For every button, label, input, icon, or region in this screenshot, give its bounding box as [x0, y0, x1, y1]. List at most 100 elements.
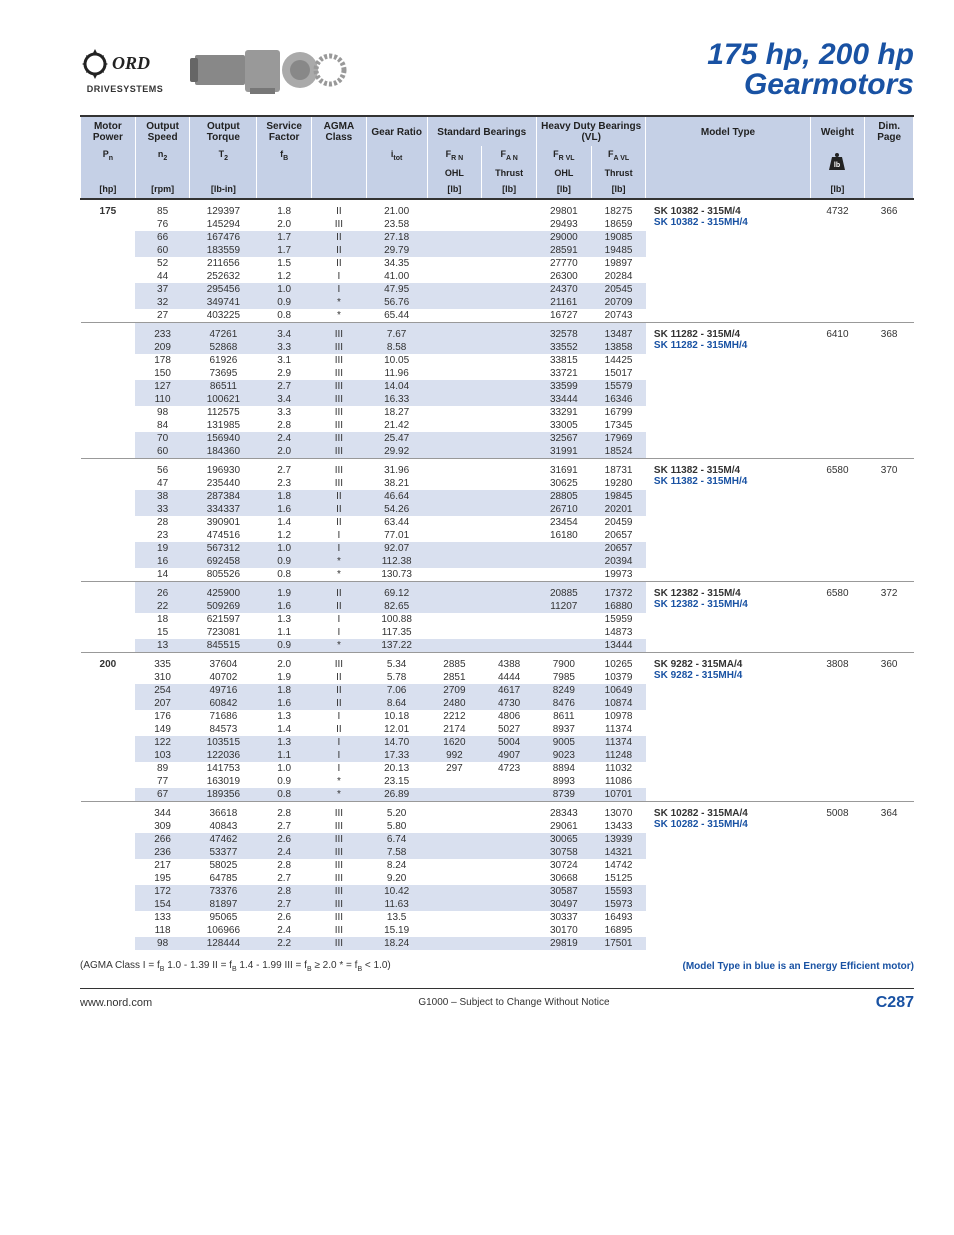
cell-fb: 1.8 — [257, 684, 312, 697]
cell-fb: 2.0 — [257, 445, 312, 459]
cell-frvl: 30587 — [536, 885, 591, 898]
cell-i: 82.65 — [366, 600, 427, 613]
cell-n2: 195 — [135, 872, 190, 885]
cell-n2: 26 — [135, 581, 190, 600]
cell-fb: 2.8 — [257, 885, 312, 898]
cell-n2: 254 — [135, 684, 190, 697]
cell-n2: 172 — [135, 885, 190, 898]
model-cell: SK 10282 - 315MA/4SK 10282 - 315MH/4 — [646, 801, 810, 950]
cell-frvl: 32578 — [536, 322, 591, 341]
cell-agma: III — [312, 924, 367, 937]
cell-fb: 1.7 — [257, 231, 312, 244]
cell-agma: III — [312, 380, 367, 393]
cell-n2: 335 — [135, 652, 190, 671]
cell-fb: 2.7 — [257, 872, 312, 885]
cell-i: 13.5 — [366, 911, 427, 924]
cell-favl: 13487 — [591, 322, 646, 341]
unit-lb5: [lb] — [810, 181, 865, 199]
cell-favl: 10978 — [591, 710, 646, 723]
cell-fan — [482, 555, 537, 568]
hdr-service-factor: Service Factor — [257, 116, 312, 146]
cell-fan — [482, 503, 537, 516]
cell-fan — [482, 257, 537, 270]
cell-n2: 33 — [135, 503, 190, 516]
weight-cell: 4732 — [810, 199, 865, 323]
cell-favl: 14742 — [591, 859, 646, 872]
hdr-pn: Pn — [81, 146, 136, 165]
cell-frn — [427, 458, 482, 477]
cell-t2: 84573 — [190, 723, 257, 736]
cell-frn — [427, 322, 482, 341]
cell-favl: 18275 — [591, 199, 646, 218]
cell-n2: 19 — [135, 542, 190, 555]
cell-favl: 15579 — [591, 380, 646, 393]
cell-t2: 53377 — [190, 846, 257, 859]
table-row: 200335376042.0III5.3428854388790010265SK… — [81, 652, 914, 671]
cell-i: 54.26 — [366, 503, 427, 516]
cell-fan: 4907 — [482, 749, 537, 762]
cell-frn — [427, 626, 482, 639]
cell-fan: 5004 — [482, 736, 537, 749]
cell-i: 41.00 — [366, 270, 427, 283]
cell-agma: II — [312, 671, 367, 684]
cell-fb: 2.8 — [257, 859, 312, 872]
cell-fan — [482, 613, 537, 626]
cell-fan — [482, 477, 537, 490]
model-cell: SK 10382 - 315M/4SK 10382 - 315MH/4 — [646, 199, 810, 323]
cell-fan — [482, 199, 537, 218]
cell-fan — [482, 898, 537, 911]
cell-t2: 64785 — [190, 872, 257, 885]
cell-agma: III — [312, 820, 367, 833]
cell-favl: 10379 — [591, 671, 646, 684]
cell-agma: I — [312, 749, 367, 762]
cell-frvl: 21161 — [536, 296, 591, 309]
cell-frvl: 28805 — [536, 490, 591, 503]
cell-agma: III — [312, 859, 367, 872]
cell-i: 21.42 — [366, 419, 427, 432]
cell-favl: 16880 — [591, 600, 646, 613]
cell-favl: 17345 — [591, 419, 646, 432]
cell-fan — [482, 872, 537, 885]
dim-cell: 372 — [865, 581, 914, 652]
cell-frvl: 30724 — [536, 859, 591, 872]
cell-t2: 295456 — [190, 283, 257, 296]
cell-i: 7.67 — [366, 322, 427, 341]
cell-fan — [482, 341, 537, 354]
cell-agma: III — [312, 937, 367, 950]
cell-fan — [482, 406, 537, 419]
cell-n2: 236 — [135, 846, 190, 859]
cell-favl: 15973 — [591, 898, 646, 911]
cell-fb: 2.3 — [257, 477, 312, 490]
cell-agma: II — [312, 600, 367, 613]
cell-fan — [482, 581, 537, 600]
cell-frvl: 8993 — [536, 775, 591, 788]
cell-frvl: 24370 — [536, 283, 591, 296]
cell-favl: 13433 — [591, 820, 646, 833]
cell-i: 18.24 — [366, 937, 427, 950]
cell-t2: 145294 — [190, 218, 257, 231]
cell-n2: 85 — [135, 199, 190, 218]
cell-n2: 18 — [135, 613, 190, 626]
hdr-t2: T2 — [190, 146, 257, 165]
table-row: 344366182.8III5.202834313070SK 10282 - 3… — [81, 801, 914, 820]
cell-agma: II — [312, 244, 367, 257]
cell-frvl: 33552 — [536, 341, 591, 354]
cell-favl: 19085 — [591, 231, 646, 244]
cell-fan — [482, 801, 537, 820]
cell-i: 31.96 — [366, 458, 427, 477]
cell-fan — [482, 885, 537, 898]
cell-t2: 40843 — [190, 820, 257, 833]
cell-t2: 474516 — [190, 529, 257, 542]
cell-fb: 1.3 — [257, 613, 312, 626]
cell-fan — [482, 788, 537, 802]
cell-n2: 56 — [135, 458, 190, 477]
table-row: 561969302.7III31.963169118731SK 11382 - … — [81, 458, 914, 477]
cell-t2: 621597 — [190, 613, 257, 626]
cell-agma: III — [312, 801, 367, 820]
cell-t2: 131985 — [190, 419, 257, 432]
cell-n2: 14 — [135, 568, 190, 582]
cell-frn — [427, 503, 482, 516]
cell-fan — [482, 568, 537, 582]
cell-fb: 2.8 — [257, 801, 312, 820]
cell-t2: 184360 — [190, 445, 257, 459]
